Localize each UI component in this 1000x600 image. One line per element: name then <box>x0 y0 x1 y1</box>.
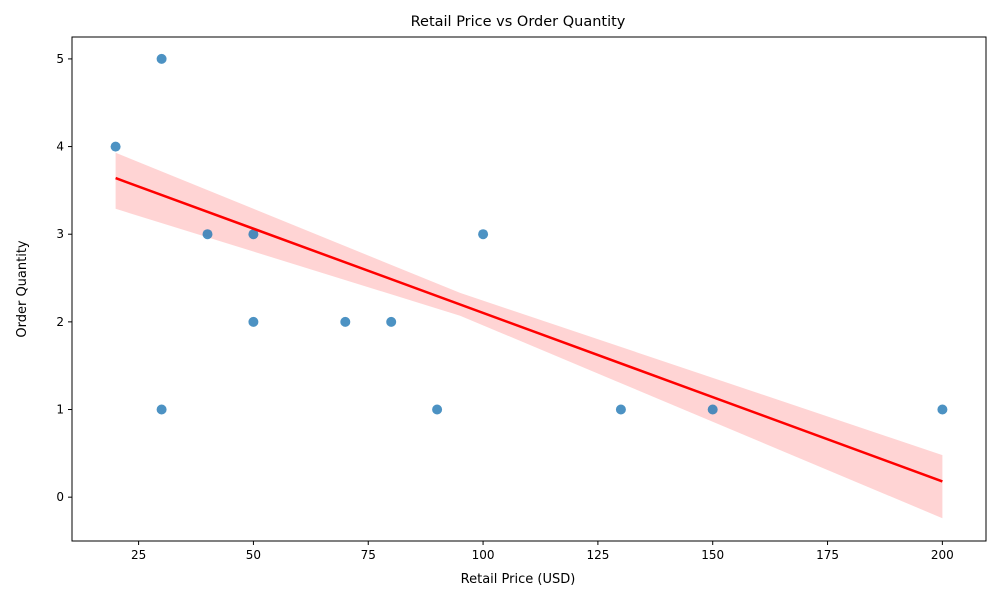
data-point <box>432 404 443 415</box>
regression-line-layer <box>115 176 943 483</box>
x-tick-label: 125 <box>586 548 609 562</box>
y-tick-label: 5 <box>56 52 64 66</box>
points-layer <box>110 53 948 415</box>
y-tick-label: 0 <box>56 490 64 504</box>
y-axis-ticks: 0 1 2 3 4 5 <box>56 52 72 504</box>
y-tick-label: 3 <box>56 227 64 241</box>
data-point <box>248 316 259 327</box>
x-tick-label: 175 <box>816 548 839 562</box>
chart-title: Retail Price vs Order Quantity <box>411 14 626 30</box>
x-tick-label: 200 <box>931 548 954 562</box>
plot-area-frame <box>71 36 987 542</box>
confidence-band <box>115 152 943 519</box>
x-tick-label: 50 <box>246 548 261 562</box>
data-point <box>156 53 167 64</box>
x-axis-label: Retail Price (USD) <box>461 572 576 587</box>
data-point <box>248 229 259 240</box>
data-point <box>340 316 351 327</box>
data-point <box>202 229 213 240</box>
x-axis-ticks: 25 50 75 100 125 150 175 200 <box>131 541 954 562</box>
x-tick-label: 150 <box>701 548 724 562</box>
data-point <box>110 141 121 152</box>
data-point <box>386 316 397 327</box>
x-tick-label: 75 <box>361 548 376 562</box>
x-tick-label: 100 <box>472 548 495 562</box>
y-tick-label: 2 <box>56 315 64 329</box>
x-tick-label: 25 <box>131 548 146 562</box>
y-tick-label: 4 <box>56 140 64 154</box>
data-point <box>707 404 718 415</box>
data-point <box>615 404 626 415</box>
data-point <box>156 404 167 415</box>
data-point <box>478 229 489 240</box>
y-axis-label: Order Quantity <box>15 240 30 338</box>
regression-line <box>115 176 943 483</box>
y-tick-label: 1 <box>56 403 64 417</box>
data-point <box>937 404 948 415</box>
confidence-band-layer <box>115 152 943 519</box>
